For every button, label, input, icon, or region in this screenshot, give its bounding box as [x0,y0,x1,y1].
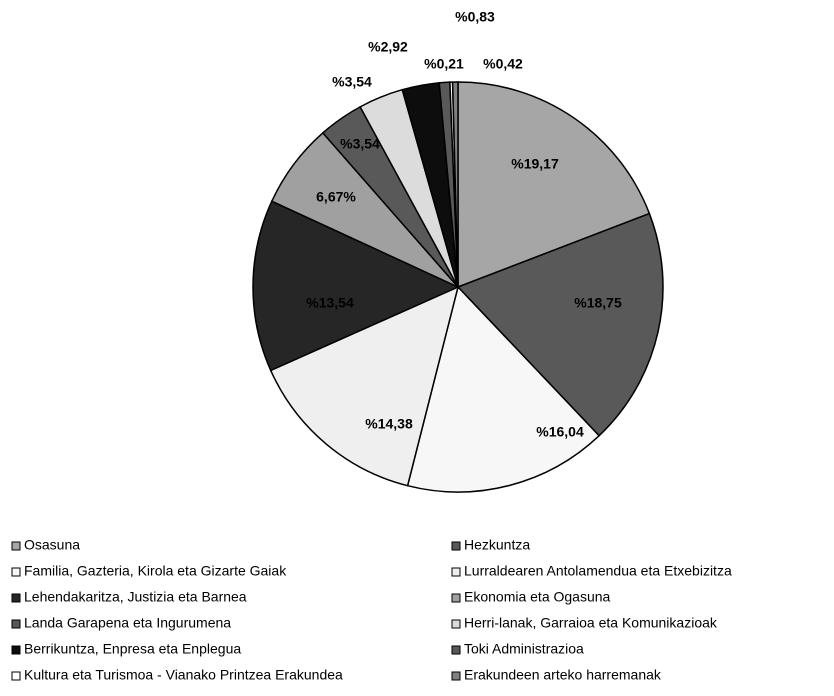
legend-swatch [451,593,461,603]
data-label: %19,17 [511,156,559,172]
pie-slice [456,212,664,437]
pie-slice [269,285,460,487]
legend-swatch [11,645,21,655]
legend-label: Erakundeen arteko harremanak [464,667,662,683]
legend-label: Hezkuntza [464,537,530,553]
legend-swatch [11,567,21,577]
legend-label: Herri-lanak, Garraioa eta Komunikazioak [464,615,718,631]
legend-label: Landa Garapena eta Ingurumena [24,615,231,631]
legend-swatch [451,619,461,629]
pie-slice [252,200,460,372]
legend-swatch [451,671,461,681]
legend-swatch [451,541,461,551]
legend-label: Toki Administrazioa [464,641,584,657]
legend-swatch [11,593,21,603]
data-label: %16,04 [536,424,584,440]
legend-label: Berrikuntza, Enpresa eta Enplegua [24,641,241,657]
data-label: %14,38 [365,416,413,432]
pie-slice [457,81,651,289]
legend-swatch [11,541,21,551]
data-label: %0,42 [483,56,523,72]
data-label: %2,92 [368,39,408,55]
data-label: %3,54 [340,136,380,152]
legend-label: Lurraldearen Antolamendua eta Etxebizitz… [464,563,732,579]
pie-slice [451,81,459,288]
legend-swatch [451,567,461,577]
data-label: %0,83 [455,9,495,25]
data-label: %3,54 [332,74,372,90]
pie-slice [406,285,601,493]
legend-label: Osasuna [24,537,80,553]
legend-label: Familia, Gazteria, Kirola eta Gizarte Ga… [24,563,287,579]
legend-swatch [451,645,461,655]
data-label: %13,54 [306,295,354,311]
data-label: %18,75 [574,295,622,311]
legend-swatch [11,671,21,681]
legend-swatch [11,619,21,629]
data-label: 6,67% [316,189,356,205]
data-label: %0,21 [424,56,464,72]
legend-label: Ekonomia eta Ogasuna [464,589,611,605]
legend-label: Lehendakaritza, Justizia eta Barnea [24,589,247,605]
legend-label: Kultura eta Turismoa - Vianako Printzea … [24,667,343,683]
